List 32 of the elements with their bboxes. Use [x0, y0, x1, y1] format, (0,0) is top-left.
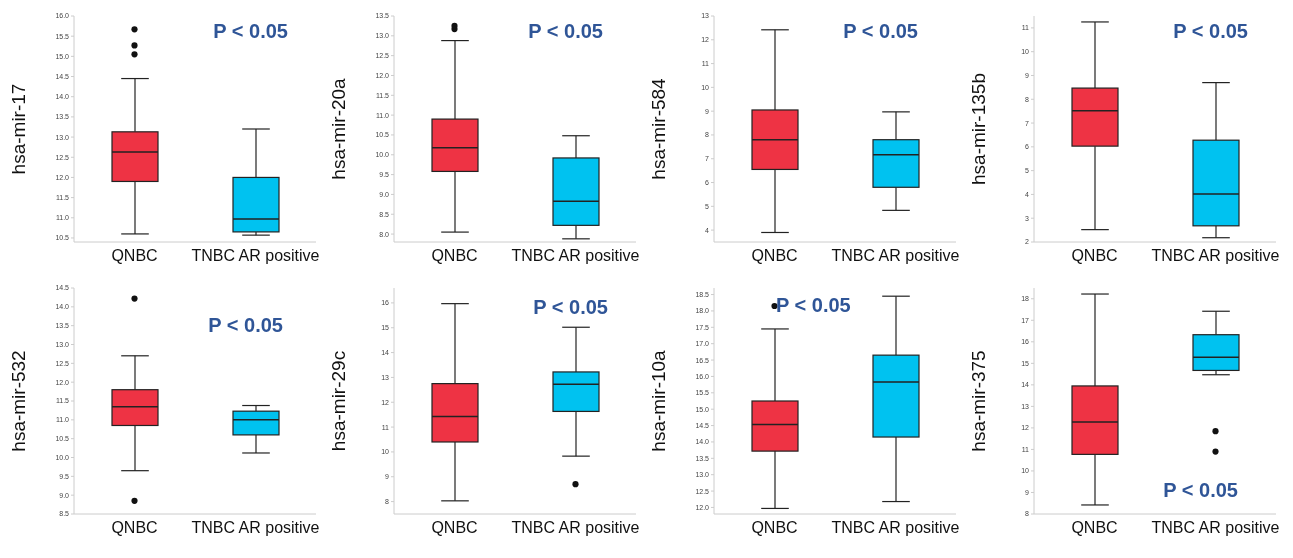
x-tick-label: TNBC AR positive — [1151, 247, 1280, 265]
annotation: P < 0.05 — [1173, 20, 1248, 43]
x-tick-label: QNBC — [751, 519, 798, 537]
y-axis-title: hsa-mir-135b — [967, 73, 989, 185]
y-axis-title: hsa-mir-375 — [967, 350, 989, 452]
y-axis-title: hsa-mir-17 — [7, 83, 29, 175]
annotation: P < 0.05 — [213, 20, 288, 43]
x-tick-label: QNBC — [1071, 519, 1118, 537]
x-tick-label: QNBC — [111, 519, 158, 537]
x-tick-label: TNBC AR positive — [191, 519, 320, 537]
y-axis-title: hsa-mir-10a — [647, 349, 669, 452]
x-tick-label: TNBC AR positive — [511, 519, 640, 537]
y-axis-title: hsa-mir-584 — [647, 77, 669, 180]
y-axis-title: hsa-mir-532 — [7, 350, 29, 452]
x-tick-label: QNBC — [431, 247, 478, 265]
x-tick-label: QNBC — [1071, 247, 1118, 265]
x-tick-label: TNBC AR positive — [511, 247, 640, 265]
annotation: P < 0.05 — [843, 20, 918, 43]
x-tick-label: TNBC AR positive — [831, 247, 960, 265]
y-axis-title: hsa-mir-29c — [327, 350, 349, 452]
x-tick-label: TNBC AR positive — [191, 247, 320, 265]
x-tick-label: QNBC — [431, 519, 478, 537]
annotation: P < 0.05 — [533, 296, 608, 319]
x-tick-label: TNBC AR positive — [1151, 519, 1280, 537]
annotation: P < 0.05 — [776, 294, 851, 317]
x-tick-label: TNBC AR positive — [831, 519, 960, 537]
y-axis-title: hsa-mir-20a — [327, 77, 349, 180]
annotation: P < 0.05 — [208, 314, 283, 337]
annotation: P < 0.05 — [528, 20, 603, 43]
x-tick-label: QNBC — [111, 247, 158, 265]
annotation: P < 0.05 — [1163, 479, 1238, 502]
x-tick-label: QNBC — [751, 247, 798, 265]
